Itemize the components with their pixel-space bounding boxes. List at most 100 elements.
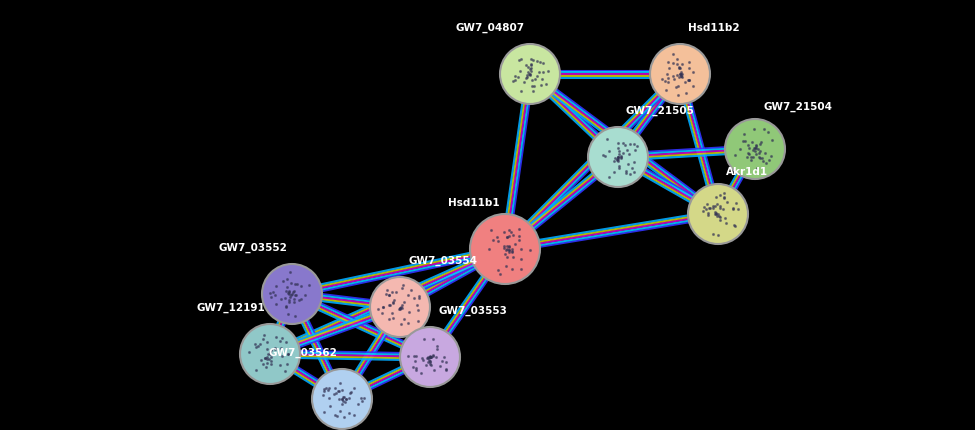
Point	[499, 243, 515, 250]
Point	[392, 304, 408, 311]
Point	[285, 291, 300, 298]
Circle shape	[262, 264, 322, 324]
Point	[505, 254, 521, 261]
Point	[272, 362, 288, 369]
Point	[336, 413, 352, 420]
Point	[501, 227, 517, 234]
Point	[439, 366, 454, 373]
Point	[513, 256, 528, 263]
Point	[752, 141, 767, 148]
Point	[422, 354, 438, 361]
Point	[496, 229, 512, 236]
Text: GW7_03553: GW7_03553	[438, 305, 507, 315]
Point	[516, 80, 531, 86]
Point	[335, 394, 351, 401]
Point	[682, 77, 697, 84]
Point	[489, 238, 505, 245]
Point	[388, 289, 404, 296]
Point	[524, 61, 539, 68]
Point	[356, 394, 371, 401]
Point	[273, 344, 289, 351]
Point	[674, 71, 689, 78]
Point	[370, 306, 386, 313]
Point	[709, 194, 724, 201]
Point	[321, 387, 336, 393]
Point	[400, 320, 415, 327]
Point	[669, 61, 684, 68]
Point	[523, 72, 538, 79]
Point	[263, 295, 279, 301]
Point	[423, 362, 439, 369]
Text: GW7_21504: GW7_21504	[763, 101, 832, 112]
Point	[615, 150, 631, 157]
Point	[261, 356, 277, 363]
Point	[279, 284, 294, 291]
Point	[657, 78, 673, 85]
Point	[263, 358, 279, 365]
Point	[540, 69, 556, 76]
Point	[620, 161, 636, 168]
Point	[413, 369, 429, 376]
Point	[696, 204, 712, 211]
Point	[379, 286, 395, 293]
Point	[259, 338, 275, 345]
Point	[286, 299, 301, 306]
Point	[262, 349, 278, 356]
Point	[410, 307, 426, 313]
Text: GW7_12191: GW7_12191	[196, 302, 265, 312]
Circle shape	[650, 45, 710, 105]
Point	[607, 155, 623, 162]
Point	[287, 295, 302, 302]
Point	[726, 222, 742, 229]
Point	[718, 215, 733, 222]
Point	[496, 243, 512, 250]
Point	[426, 336, 442, 343]
Point	[708, 212, 723, 218]
Point	[280, 311, 295, 318]
Point	[288, 281, 303, 288]
Point	[606, 169, 622, 176]
Point	[250, 343, 265, 350]
Point	[385, 299, 401, 306]
Point	[263, 354, 279, 361]
Point	[670, 92, 685, 99]
Point	[682, 65, 697, 72]
Point	[254, 335, 270, 342]
Point	[670, 57, 685, 64]
Point	[528, 73, 544, 80]
Point	[331, 388, 346, 395]
Point	[272, 351, 288, 358]
Point	[627, 147, 643, 154]
Point	[519, 75, 534, 82]
Point	[669, 72, 684, 79]
Point	[501, 244, 517, 251]
Point	[510, 74, 526, 81]
Point	[747, 126, 762, 133]
Point	[752, 150, 767, 157]
Point	[422, 361, 438, 368]
Point	[698, 206, 714, 213]
Point	[241, 349, 256, 356]
Point	[758, 160, 773, 167]
Point	[262, 290, 278, 297]
Point	[346, 412, 362, 418]
Point	[426, 367, 442, 374]
Point	[754, 139, 769, 146]
Point	[316, 387, 332, 394]
Point	[742, 145, 758, 152]
Point	[758, 150, 773, 157]
Point	[259, 346, 275, 353]
Point	[414, 354, 430, 361]
Text: Hsd11b1: Hsd11b1	[448, 197, 500, 208]
Point	[284, 292, 299, 298]
Point	[716, 194, 731, 201]
Point	[674, 74, 689, 80]
Point	[623, 142, 639, 149]
Point	[332, 387, 347, 394]
Point	[275, 335, 291, 341]
Point	[725, 205, 741, 212]
Point	[350, 401, 366, 408]
Point	[749, 144, 764, 150]
Point	[401, 292, 416, 298]
Point	[701, 205, 717, 212]
